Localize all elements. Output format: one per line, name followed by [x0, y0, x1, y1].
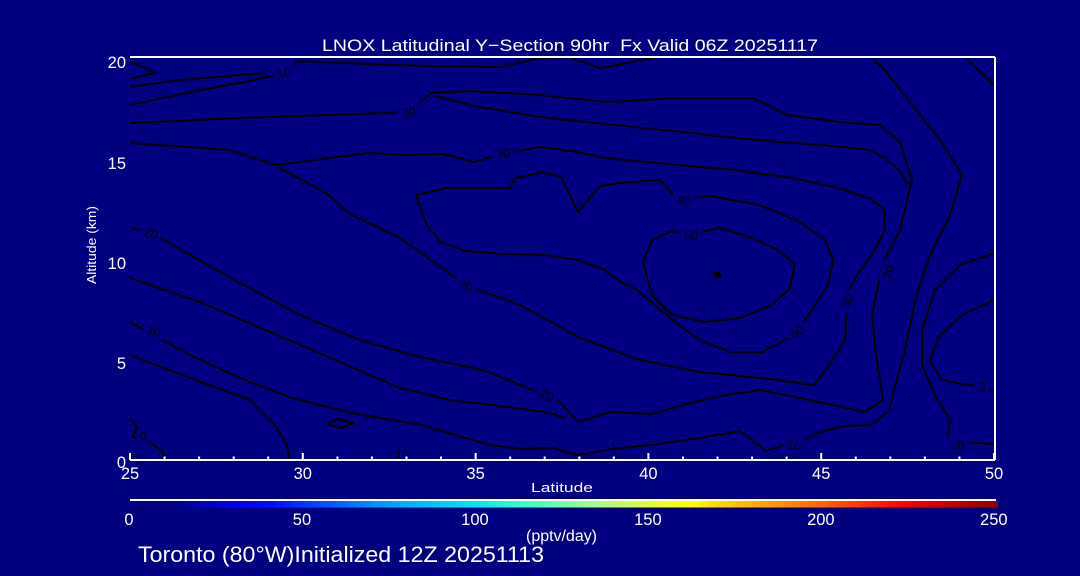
- svg-text:0: 0: [117, 454, 126, 472]
- svg-text:45: 45: [812, 465, 830, 483]
- svg-text:5: 5: [117, 355, 126, 373]
- svg-text:0: 0: [124, 511, 133, 529]
- svg-text:25: 25: [121, 465, 139, 483]
- svg-text:50: 50: [985, 465, 1003, 483]
- svg-text:Latitude: Latitude: [531, 480, 593, 495]
- svg-text:50: 50: [293, 511, 311, 529]
- svg-text:0: 0: [137, 429, 148, 444]
- svg-text:10: 10: [950, 439, 964, 453]
- svg-text:15: 15: [108, 155, 126, 173]
- svg-text:40: 40: [677, 193, 691, 207]
- svg-text:250: 250: [980, 511, 1008, 529]
- svg-text:30: 30: [495, 145, 511, 161]
- svg-text:40: 40: [639, 465, 657, 483]
- svg-text:200: 200: [807, 511, 835, 529]
- svg-text:20: 20: [537, 386, 556, 405]
- svg-text:10: 10: [275, 65, 293, 83]
- svg-text:30: 30: [457, 277, 475, 295]
- svg-text:50: 50: [684, 228, 699, 243]
- svg-text:20: 20: [401, 104, 418, 121]
- svg-text:10: 10: [145, 322, 163, 340]
- svg-text:100: 100: [461, 511, 489, 529]
- svg-text:20: 20: [142, 224, 160, 242]
- svg-text:0: 0: [977, 379, 988, 394]
- svg-text:10: 10: [786, 438, 801, 453]
- svg-text:20: 20: [108, 54, 126, 72]
- svg-text:(pptv/day): (pptv/day): [526, 528, 597, 545]
- svg-text:20: 20: [880, 263, 898, 281]
- svg-text:Altitude (km): Altitude (km): [84, 206, 99, 284]
- svg-text:10: 10: [108, 255, 126, 273]
- svg-text:30: 30: [294, 465, 312, 483]
- svg-text:LNOX Latitudinal Y−Section 90h: LNOX Latitudinal Y−Section 90hr Fx Valid…: [322, 36, 818, 55]
- svg-text:40: 40: [788, 323, 807, 342]
- svg-text:35: 35: [466, 465, 484, 483]
- svg-text:150: 150: [634, 511, 662, 529]
- svg-text:Toronto (80°W)Initialized 12Z: Toronto (80°W)Initialized 12Z 20251113: [138, 542, 544, 567]
- svg-text:30: 30: [838, 292, 856, 310]
